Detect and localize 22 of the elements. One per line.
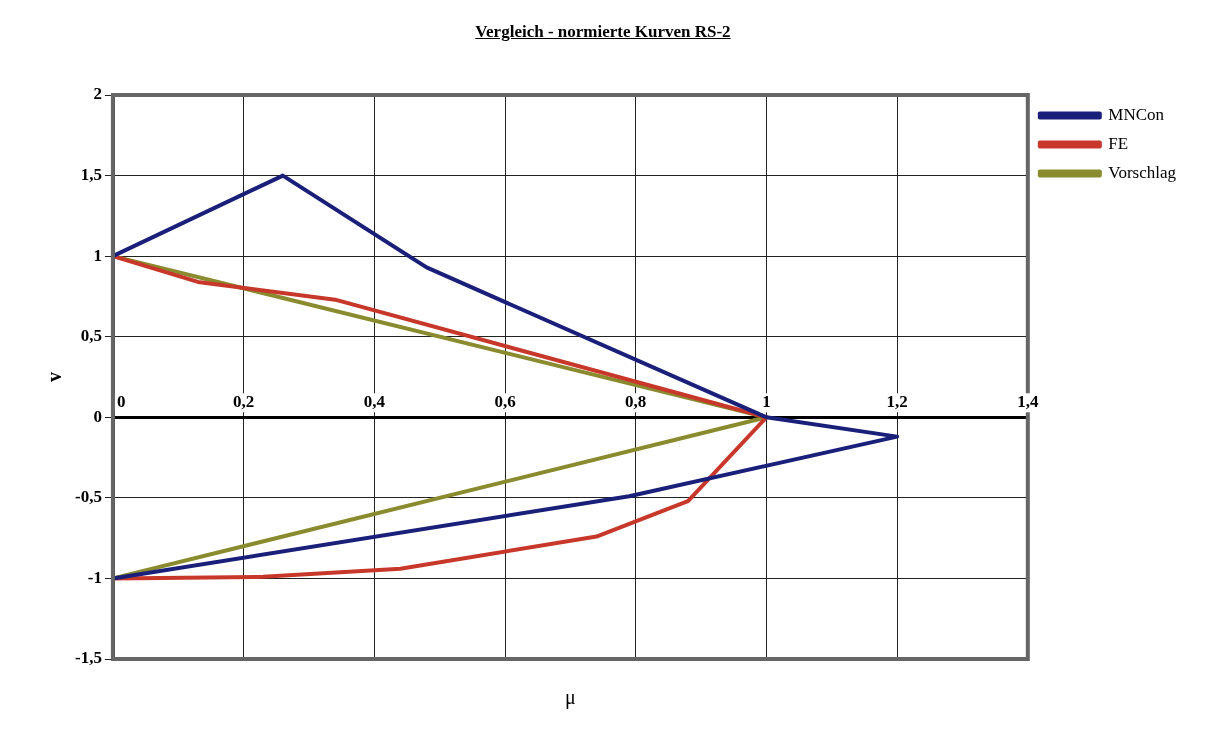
legend-label: Vorschlag bbox=[1108, 162, 1177, 182]
legend-label: MNCon bbox=[1108, 104, 1165, 124]
y-tick-label: 0 bbox=[93, 406, 102, 426]
chart-title: Vergleich - normierte Kurven RS-2 bbox=[474, 22, 732, 42]
x-tick-label: 1 bbox=[762, 392, 771, 412]
y-tick-label: -1,5 bbox=[74, 648, 102, 668]
x-tick-label: 0,4 bbox=[363, 392, 386, 412]
y-tick-label: 1 bbox=[93, 245, 102, 265]
legend-label: FE bbox=[1108, 133, 1129, 153]
y-tick-label: -1 bbox=[87, 567, 102, 587]
x-tick-label: 0,2 bbox=[232, 392, 255, 412]
x-tick-label: 0,8 bbox=[625, 392, 647, 412]
y-tick-label: 0,5 bbox=[80, 326, 102, 346]
x-tick-label: 0 bbox=[116, 392, 126, 412]
x-tick-label: 1,4 bbox=[1017, 392, 1039, 412]
x-tick-label: 0,6 bbox=[494, 392, 516, 412]
y-tick-label: -0,5 bbox=[74, 487, 102, 507]
x-axis-title: μ bbox=[565, 686, 576, 709]
y-axis-title: v bbox=[43, 372, 66, 382]
y-tick-label: 1,5 bbox=[80, 164, 102, 184]
x-tick-label: 1,2 bbox=[886, 392, 908, 412]
y-tick-label: 2 bbox=[93, 84, 102, 104]
